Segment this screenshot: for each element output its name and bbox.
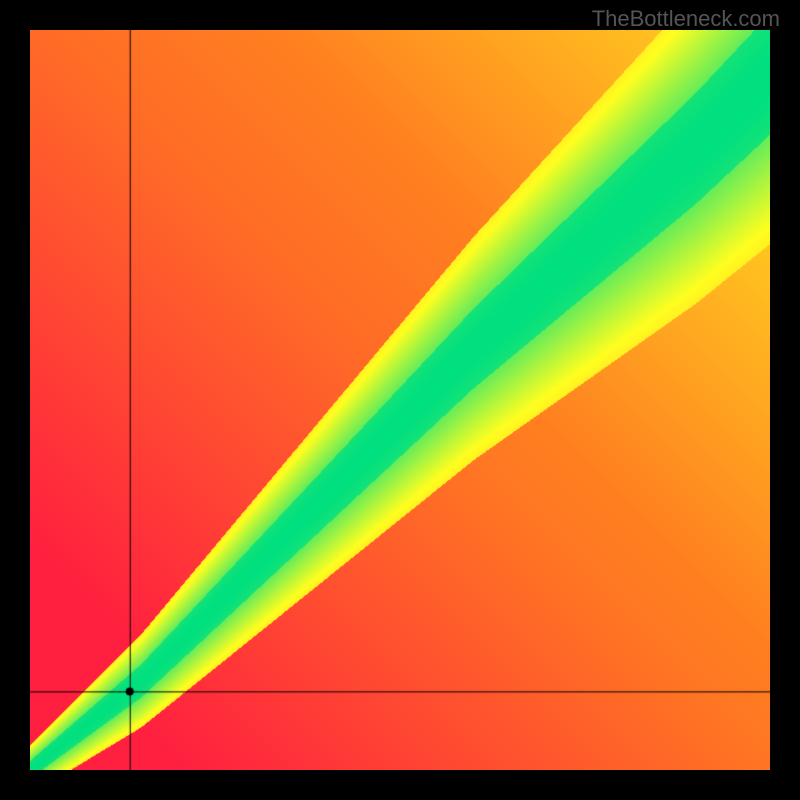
chart-container: TheBottleneck.com xyxy=(0,0,800,800)
heatmap-canvas xyxy=(30,30,770,770)
watermark-text: TheBottleneck.com xyxy=(592,6,780,32)
heatmap-plot xyxy=(30,30,770,770)
